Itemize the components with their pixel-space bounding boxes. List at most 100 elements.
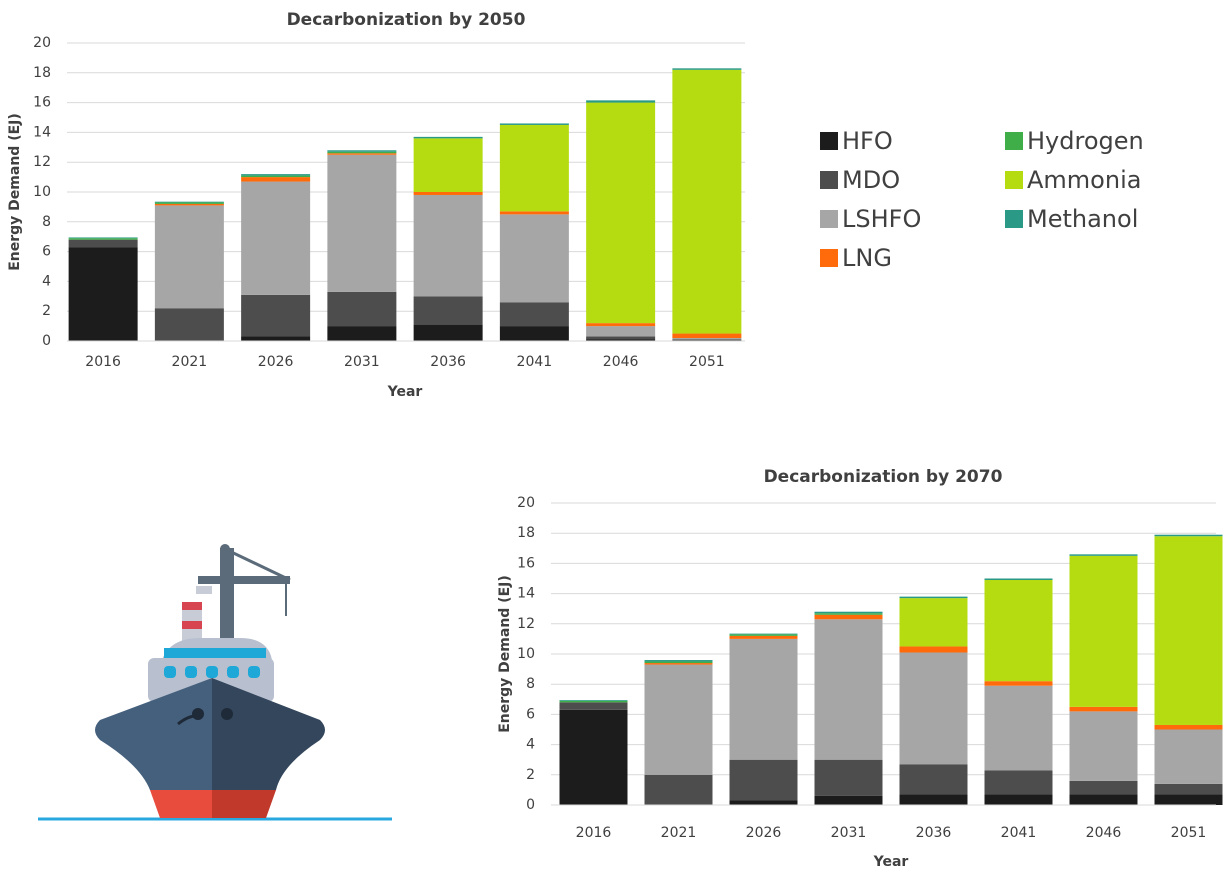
bar-segment bbox=[413, 192, 483, 195]
y-axis-label: Energy Demand (EJ) bbox=[7, 113, 23, 271]
bar-segment bbox=[814, 613, 883, 615]
bar-segment bbox=[68, 239, 138, 248]
bar-segment bbox=[1154, 534, 1223, 537]
bar-segment bbox=[586, 339, 656, 341]
bar-segment bbox=[1069, 555, 1138, 707]
bar-segment bbox=[241, 294, 311, 337]
x-axis-label: Year bbox=[387, 384, 423, 400]
bar-segment bbox=[899, 646, 968, 653]
bar-segment bbox=[1069, 780, 1138, 795]
bar-segment bbox=[1154, 729, 1223, 784]
bar-segment bbox=[499, 123, 569, 125]
bar-segment bbox=[899, 652, 968, 765]
bar-segment bbox=[1154, 783, 1223, 795]
bar-segment bbox=[984, 580, 1053, 682]
bar-segment bbox=[729, 800, 798, 805]
x-tick-label: 2026 bbox=[258, 354, 294, 370]
x-tick-label: 2041 bbox=[517, 354, 553, 370]
x-tick-label: 2046 bbox=[1086, 825, 1122, 841]
y-tick-label: 18 bbox=[517, 525, 535, 541]
legend-label: Hydrogen bbox=[1027, 127, 1144, 155]
bar-segment bbox=[241, 177, 311, 182]
x-tick-label: 2036 bbox=[916, 825, 952, 841]
chart-title: Decarbonization by 2050 bbox=[287, 10, 526, 30]
bar-segment bbox=[1154, 724, 1223, 730]
bar-segment bbox=[729, 759, 798, 801]
bar-segment bbox=[729, 638, 798, 760]
bar-segment bbox=[327, 291, 397, 327]
y-tick-label: 16 bbox=[33, 95, 51, 111]
bar-segment bbox=[814, 759, 883, 796]
bar-segment bbox=[499, 326, 569, 341]
x-axis-label: Year bbox=[873, 854, 909, 869]
bar-segment bbox=[499, 302, 569, 327]
bar-segment bbox=[984, 578, 1053, 581]
bar-segment bbox=[154, 205, 224, 309]
bar-segment bbox=[1069, 794, 1138, 805]
bar-segment bbox=[154, 203, 224, 206]
bar-segment bbox=[327, 150, 397, 152]
bar-segment bbox=[586, 336, 656, 340]
bar-segment bbox=[672, 68, 742, 70]
bar-segment bbox=[559, 700, 628, 703]
bar-segment bbox=[644, 774, 713, 805]
bar-segment bbox=[729, 635, 798, 639]
legend-label: MDO bbox=[842, 166, 900, 194]
legend-label: LNG bbox=[842, 244, 892, 272]
bar-segment bbox=[1154, 536, 1223, 725]
bar-segment bbox=[672, 338, 742, 340]
bar-segment bbox=[586, 323, 656, 327]
bar-segment bbox=[672, 339, 742, 341]
bar-segment bbox=[559, 709, 628, 805]
bar-segment bbox=[413, 136, 483, 139]
legend-swatch bbox=[820, 210, 838, 228]
bar-segment bbox=[984, 685, 1053, 771]
bar-segment bbox=[984, 794, 1053, 805]
x-tick-label: 2031 bbox=[831, 825, 867, 841]
y-tick-label: 8 bbox=[526, 676, 535, 692]
legend-swatch bbox=[820, 132, 838, 150]
x-tick-label: 2031 bbox=[344, 354, 380, 370]
bar-segment bbox=[559, 702, 628, 710]
x-tick-label: 2021 bbox=[172, 354, 208, 370]
ship-illustration bbox=[38, 544, 392, 821]
legend-swatch bbox=[820, 249, 838, 267]
x-tick-label: 2026 bbox=[746, 825, 782, 841]
bar-segment bbox=[729, 633, 798, 635]
y-tick-label: 20 bbox=[33, 35, 51, 51]
x-tick-label: 2041 bbox=[1001, 825, 1037, 841]
legend-swatch bbox=[1005, 171, 1023, 189]
bar-segment bbox=[899, 764, 968, 795]
bar-segment bbox=[672, 69, 742, 334]
bar-segment bbox=[644, 664, 713, 775]
bar-segment bbox=[499, 124, 569, 212]
bar-segment bbox=[814, 795, 883, 805]
bar-segment bbox=[814, 614, 883, 620]
y-tick-label: 16 bbox=[517, 555, 535, 571]
bar-segment bbox=[586, 102, 656, 324]
x-tick-label: 2036 bbox=[430, 354, 466, 370]
bar-segment bbox=[899, 794, 968, 805]
chart-title: Decarbonization by 2070 bbox=[764, 467, 1003, 487]
bar-segment bbox=[413, 138, 483, 192]
y-tick-label: 10 bbox=[33, 184, 51, 200]
y-tick-label: 10 bbox=[517, 646, 535, 662]
legend-label: Ammonia bbox=[1027, 166, 1141, 194]
bar-segment bbox=[413, 324, 483, 341]
y-tick-label: 0 bbox=[42, 333, 51, 349]
y-axis-label: Energy Demand (EJ) bbox=[497, 575, 513, 733]
y-tick-label: 14 bbox=[33, 124, 51, 140]
bar-segment bbox=[984, 681, 1053, 686]
bar-segment bbox=[1069, 711, 1138, 781]
bar-segment bbox=[241, 175, 311, 178]
bar-segment bbox=[586, 326, 656, 337]
bar-segment bbox=[644, 661, 713, 664]
bar-segment bbox=[644, 660, 713, 662]
x-tick-label: 2046 bbox=[603, 354, 639, 370]
y-tick-label: 12 bbox=[33, 154, 51, 170]
y-tick-label: 6 bbox=[526, 706, 535, 722]
bar-segment bbox=[814, 611, 883, 614]
y-tick-label: 14 bbox=[517, 586, 535, 602]
